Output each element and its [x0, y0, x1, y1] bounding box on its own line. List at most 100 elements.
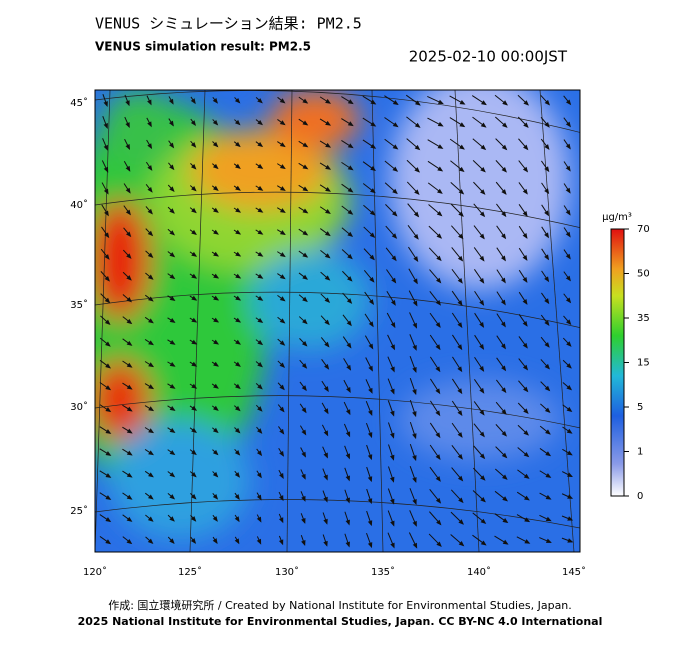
wind-arrow-head	[190, 120, 197, 126]
wind-arrow-head	[545, 451, 552, 457]
wind-arrow-head	[544, 342, 550, 348]
wind-arrow-head	[566, 428, 573, 434]
wind-arrow-head	[347, 165, 354, 171]
wind-arrow-head	[347, 276, 353, 282]
wind-arrow-head	[392, 100, 399, 106]
wind-arrow-head	[301, 451, 306, 458]
wind-arrow-head	[105, 539, 112, 545]
wind-arrow-head	[126, 340, 133, 346]
wind-arrow-head	[346, 364, 352, 371]
wind-arrow-head	[169, 339, 176, 345]
wind-arrow-head	[323, 386, 329, 392]
wind-arrow-head	[457, 366, 463, 373]
wind-arrow-head	[501, 166, 507, 173]
wind-arrow-head	[367, 476, 373, 483]
wind-arrow-head	[213, 339, 220, 345]
wind-arrow-head	[302, 98, 309, 104]
wind-arrow-head	[544, 276, 550, 283]
wind-arrow-head	[370, 165, 376, 172]
wind-arrow-head	[279, 340, 286, 346]
wind-arrow-head	[437, 144, 444, 149]
wind-arrow-head	[368, 365, 373, 372]
wind-arrow-head	[190, 516, 197, 522]
wind-arrow-head	[104, 210, 109, 217]
wind-arrow-head	[522, 364, 529, 371]
lat-label: 35˚	[70, 299, 88, 311]
wind-arrow-head	[567, 516, 574, 521]
wind-arrow-head	[566, 385, 573, 391]
wind-arrow-head	[302, 274, 309, 280]
wind-arrow-head	[390, 299, 396, 306]
wind-arrow-head	[414, 144, 421, 151]
wind-arrow-head	[191, 317, 198, 323]
wind-arrow-head	[235, 383, 241, 390]
wind-arrow-head	[147, 165, 153, 171]
wind-arrow-head	[324, 319, 330, 326]
wind-arrow-head	[301, 495, 306, 502]
wind-arrow-head	[544, 232, 550, 239]
wind-arrow-head	[257, 295, 264, 301]
wind-arrow-head	[257, 339, 264, 346]
wind-arrow-head	[459, 100, 466, 105]
wind-arrow-head	[147, 274, 154, 280]
wind-arrow-head	[567, 472, 573, 478]
wind-arrow-head	[501, 144, 508, 151]
wind-arrow-head	[567, 538, 574, 543]
wind-arrow-head	[458, 211, 464, 217]
wind-arrow-head	[257, 185, 264, 191]
wind-arrow-head	[522, 188, 528, 195]
wind-arrow-head	[213, 405, 219, 411]
wind-arrow-head	[301, 341, 308, 347]
wind-arrow-head	[257, 229, 264, 235]
wind-arrow-head	[544, 166, 550, 173]
wind-arrow-head	[234, 494, 240, 500]
wind-arrow-head	[257, 251, 264, 257]
wind-arrow-head	[125, 165, 131, 172]
wind-arrow-head	[436, 255, 442, 262]
colorbar-label: 70	[637, 224, 650, 235]
wind-arrow-head	[234, 450, 241, 456]
map	[95, 90, 580, 552]
wind-arrow-head	[147, 538, 154, 545]
wind-arrow-head	[567, 494, 574, 499]
wind-arrow-head	[345, 409, 351, 416]
wind-arrow-head	[369, 232, 376, 238]
colorbar-label: 0	[637, 491, 643, 502]
wind-arrow-head	[148, 406, 155, 412]
wind-arrow-head	[213, 361, 219, 367]
wind-arrow-head	[500, 343, 506, 350]
wind-arrow-head	[544, 122, 550, 128]
wind-arrow-head	[522, 166, 529, 173]
wind-arrow-head	[235, 361, 241, 367]
wind-arrow-head	[565, 143, 571, 150]
wind-arrow-head	[301, 473, 306, 480]
wind-arrow-head	[523, 451, 530, 458]
wind-arrow-head	[500, 255, 506, 262]
wind-arrow-head	[566, 363, 572, 369]
wind-arrow-head	[345, 497, 350, 504]
wind-arrow-head	[234, 538, 240, 545]
wind-arrow-head	[125, 100, 130, 107]
wind-arrow-head	[501, 233, 507, 240]
wind-arrow-head	[346, 342, 352, 349]
wind-arrow-head	[235, 273, 242, 279]
wind-arrow-head	[301, 517, 306, 524]
wind-arrow-head	[103, 123, 108, 129]
wind-arrow-head	[191, 251, 198, 257]
wind-arrow-head	[169, 405, 176, 411]
wind-arrow-head	[502, 496, 508, 502]
colorbar-label: 15	[637, 358, 650, 369]
wind-arrow-head	[169, 361, 176, 367]
wind-arrow-head	[414, 189, 420, 195]
wind-arrow-head	[544, 144, 550, 150]
wind-arrow-head	[435, 299, 441, 306]
wind-arrow-head	[257, 362, 263, 368]
wind-arrow-head	[279, 164, 286, 170]
wind-arrow-head	[325, 164, 332, 170]
wind-arrow-head	[325, 98, 331, 104]
wind-arrow-head	[234, 516, 240, 523]
wind-arrow-head	[235, 163, 241, 169]
wind-arrow-head	[346, 298, 353, 304]
wind-arrow-head	[279, 230, 286, 235]
wind-arrow-head	[125, 144, 131, 150]
